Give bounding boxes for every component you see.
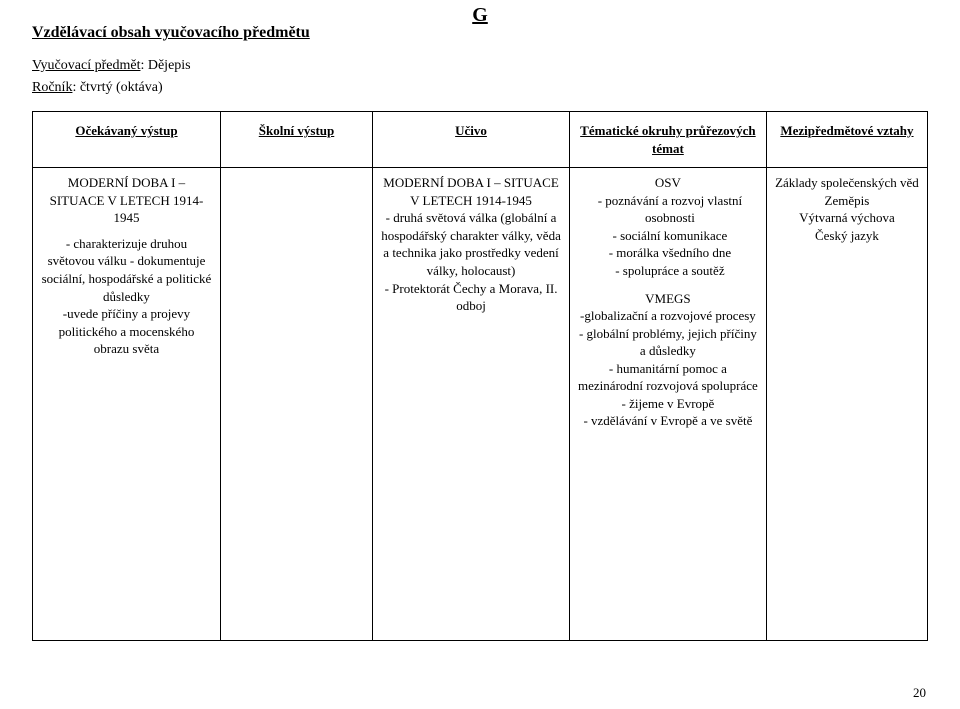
col-header-expected: Očekávaný výstup — [33, 112, 221, 168]
cell-themes: OSV - poznávání a rozvoj vlastní osobnos… — [569, 168, 766, 641]
logo-glyph: G — [472, 6, 488, 24]
cell-school — [220, 168, 372, 641]
table-header-row: Očekávaný výstup Školní výstup Učivo Tém… — [33, 112, 928, 168]
osv-label: OSV — [578, 174, 758, 192]
vmegs-label: VMEGS — [578, 290, 758, 308]
page-number: 20 — [913, 685, 926, 701]
grade-value: : čtvrtý (oktáva) — [72, 80, 162, 95]
osv-list: - poznávání a rozvoj vlastní osobnosti -… — [578, 192, 758, 280]
meta-block: Vyučovací předmět: Dějepis Ročník: čtvrt… — [32, 56, 928, 97]
cell-expected-heading: MODERNÍ DOBA I – SITUACE V LETECH 1914-1… — [41, 174, 212, 227]
cell-expected: MODERNÍ DOBA I – SITUACE V LETECH 1914-1… — [33, 168, 221, 641]
subject-label: Vyučovací předmět — [32, 58, 140, 73]
col-header-school: Školní výstup — [220, 112, 372, 168]
grade-label: Ročník — [32, 80, 72, 95]
relations-body: Základy společenských věd Zeměpis Výtvar… — [775, 174, 919, 244]
cell-expected-body: - charakterizuje druhou světovou válku -… — [41, 235, 212, 358]
subject-value: : Dějepis — [140, 58, 190, 73]
curriculum-table: Očekávaný výstup Školní výstup Učivo Tém… — [32, 111, 928, 641]
table-row: MODERNÍ DOBA I – SITUACE V LETECH 1914-1… — [33, 168, 928, 641]
page-title: Vzdělávací obsah vyučovacího předmětu — [32, 24, 928, 42]
col-header-curriculum: Učivo — [373, 112, 570, 168]
cell-relations: Základy společenských věd Zeměpis Výtvar… — [766, 168, 927, 641]
col-header-themes: Tématické okruhy průřezových témat — [569, 112, 766, 168]
cell-curriculum: MODERNÍ DOBA I – SITUACE V LETECH 1914-1… — [373, 168, 570, 641]
col-header-relations: Mezipředmětové vztahy — [766, 112, 927, 168]
vmegs-list: -globalizační a rozvojové procesy - glob… — [578, 307, 758, 430]
cell-curriculum-heading: MODERNÍ DOBA I – SITUACE V LETECH 1914-1… — [381, 174, 561, 209]
cell-curriculum-body: - druhá světová válka (globální a hospod… — [381, 209, 561, 314]
